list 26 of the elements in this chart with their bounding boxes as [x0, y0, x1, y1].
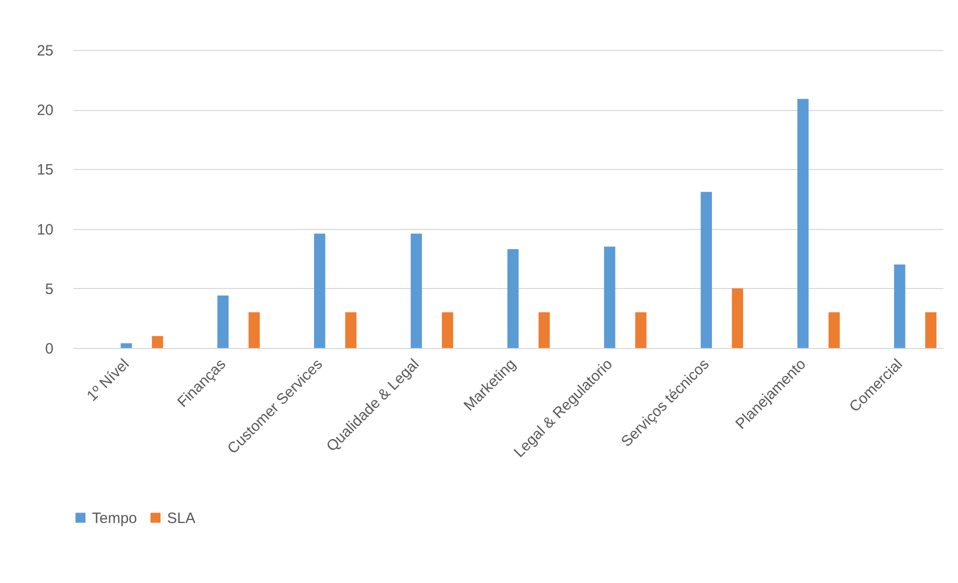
bar [797, 98, 809, 348]
bar [314, 234, 326, 348]
bar [925, 312, 936, 348]
bar [538, 312, 550, 348]
y-tick-label: 25 [36, 42, 54, 60]
bar [507, 249, 519, 348]
bar [410, 234, 422, 348]
legend-label: Tempo [92, 510, 138, 527]
y-tick-label: 20 [36, 102, 54, 120]
bar [152, 336, 164, 348]
bar [732, 288, 744, 348]
y-tick-label: 15 [36, 162, 54, 179]
y-tick-label: 5 [45, 280, 54, 298]
bar [442, 312, 454, 348]
legend-label: SLA [167, 510, 196, 527]
bar [248, 312, 260, 348]
bar [700, 192, 712, 348]
bar [604, 246, 616, 348]
bar [894, 264, 906, 348]
y-tick-label: 0 [45, 340, 54, 358]
bar [120, 343, 132, 348]
bar [635, 312, 646, 348]
bar [345, 312, 356, 348]
bar [828, 312, 840, 348]
bar [217, 296, 229, 348]
y-tick-label: 10 [36, 221, 54, 238]
